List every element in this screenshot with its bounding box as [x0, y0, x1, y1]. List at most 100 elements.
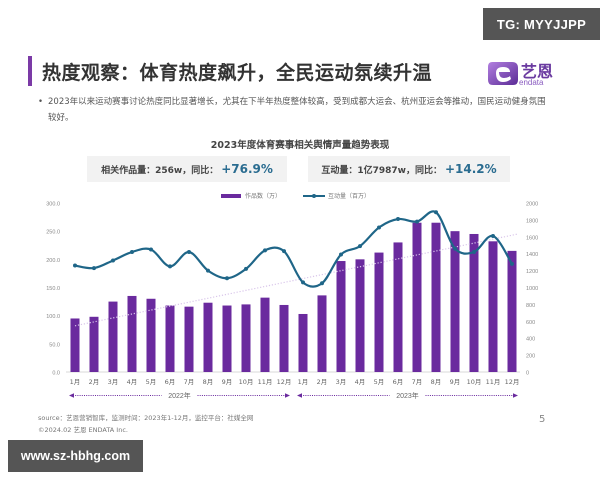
- arrow-head-left-icon: [69, 393, 74, 398]
- line-marker: [415, 219, 419, 224]
- bar: [393, 242, 403, 372]
- bar: [431, 222, 441, 372]
- line-marker: [377, 225, 381, 230]
- x-axis-label: 5月: [374, 378, 385, 386]
- left-axis-tick: 100.0: [46, 314, 60, 320]
- line-marker: [320, 281, 324, 286]
- line-marker: [263, 248, 267, 253]
- bar: [374, 252, 384, 372]
- line-marker: [472, 250, 476, 255]
- title-accent-bar: [28, 56, 32, 86]
- left-axis-tick: 50.0: [49, 342, 60, 348]
- watermark-top: TG: MYYJJPP: [483, 8, 600, 40]
- right-axis-tick: 1200: [526, 269, 538, 275]
- kpi-interactions-value: +14.2%: [444, 162, 497, 176]
- line-marker: [225, 276, 229, 281]
- left-axis-tick: 300.0: [46, 202, 60, 208]
- right-axis-tick: 400: [526, 337, 535, 343]
- trendline: [74, 233, 519, 327]
- x-axis-label: 1月: [298, 378, 309, 386]
- right-axis-tick: 600: [526, 320, 535, 326]
- x-axis-label: 10月: [239, 378, 254, 386]
- legend-line-marker: [312, 194, 316, 198]
- legend-bar-label: 作品数（万）: [245, 192, 281, 200]
- bar: [507, 250, 517, 372]
- x-axis-label: 6月: [165, 378, 176, 386]
- line-marker: [92, 266, 96, 271]
- bar: [412, 222, 422, 372]
- legend-bar-swatch: [221, 194, 241, 198]
- bar: [469, 233, 479, 372]
- bar: [70, 318, 80, 372]
- line-marker: [168, 264, 172, 269]
- line-marker: [396, 217, 400, 222]
- page-number: 5: [539, 414, 546, 425]
- x-axis-label: 3月: [108, 378, 119, 386]
- bar: [260, 297, 270, 372]
- x-axis-label: 9月: [222, 378, 233, 386]
- line-marker: [187, 250, 191, 255]
- arrow-head-right-icon: [285, 393, 290, 398]
- right-axis-tick: 800: [526, 303, 535, 309]
- source-note: source：艺恩营销智库，监测时间：2023年1-12月，监控平台：社媒全网 …: [38, 412, 253, 436]
- right-axis-tick: 1000: [526, 286, 538, 292]
- x-axis-label: 5月: [146, 378, 157, 386]
- source-text: source：艺恩营销智库，监测时间：2023年1-12月，监控平台：社媒全网: [38, 414, 254, 422]
- x-axis-label: 9月: [450, 378, 461, 386]
- page-title: 热度观察：体育热度飙升，全民运动氛续升温: [42, 62, 433, 84]
- right-axis-tick: 1400: [526, 252, 538, 258]
- x-axis-label: 2月: [89, 378, 100, 386]
- bar: [241, 304, 251, 372]
- arrow-head-right-icon: [513, 393, 518, 398]
- left-axis-tick: 250.0: [46, 230, 60, 236]
- right-axis-tick: 2000: [526, 202, 538, 208]
- bullet-marker: •: [38, 97, 44, 107]
- line-marker: [339, 252, 343, 257]
- x-axis-label: 2月: [317, 378, 328, 386]
- line-marker: [149, 247, 153, 252]
- bar: [184, 306, 194, 372]
- x-axis-label: 11月: [258, 378, 273, 386]
- bar: [317, 295, 327, 372]
- x-axis-label: 6月: [393, 378, 404, 386]
- watermark-bottom: www.sz-hbhg.com: [8, 440, 143, 472]
- bar: [108, 301, 118, 372]
- interaction-line: [74, 210, 513, 288]
- brand-logo: 艺恩 endata: [486, 58, 576, 88]
- x-axis-label: 7月: [412, 378, 423, 386]
- line-marker: [244, 266, 248, 271]
- logo-subtext: endata: [519, 78, 544, 87]
- line-marker: [510, 261, 514, 266]
- right-axis-tick: 0: [526, 371, 529, 377]
- kpi-interactions-label: 互动量：1亿7987w，同比：: [321, 165, 442, 176]
- year-label: 2022年: [168, 391, 191, 400]
- x-axis-label: 4月: [355, 378, 366, 386]
- x-axis-label: 10月: [467, 378, 482, 386]
- right-axis-tick: 200: [526, 354, 535, 360]
- line-marker: [453, 246, 457, 251]
- kpi-works-label: 相关作品量：256w，同比：: [101, 165, 219, 176]
- bar: [89, 316, 99, 372]
- year-label: 2023年: [396, 391, 419, 400]
- line-marker: [73, 263, 77, 268]
- summary-text: 2023年以来运动赛事讨论热度同比显著增长，尤其在下半年热度整体较高，受到成都大…: [48, 97, 546, 123]
- right-axis-tick: 1600: [526, 235, 538, 241]
- bar: [336, 261, 346, 372]
- legend-line-label: 互动量（百万）: [328, 193, 370, 200]
- right-axis-tick: 1800: [526, 218, 538, 224]
- bar: [127, 295, 137, 372]
- left-axis-tick: 0.0: [52, 371, 60, 377]
- bar: [222, 305, 232, 372]
- bar: [488, 241, 498, 372]
- line-marker: [130, 250, 134, 255]
- x-axis-label: 7月: [184, 378, 195, 386]
- bar: [355, 259, 365, 372]
- chart-title: 2023年度体育赛事相关舆情声量趋势表现: [210, 140, 390, 151]
- x-axis-label: 12月: [505, 378, 520, 386]
- kpi-works: 相关作品量：256w，同比： +76.9%: [87, 156, 287, 182]
- left-axis-tick: 200.0: [46, 258, 60, 264]
- arrow-head-left-icon: [297, 393, 302, 398]
- line-marker: [491, 233, 495, 238]
- bar: [279, 304, 289, 372]
- bar: [298, 313, 308, 372]
